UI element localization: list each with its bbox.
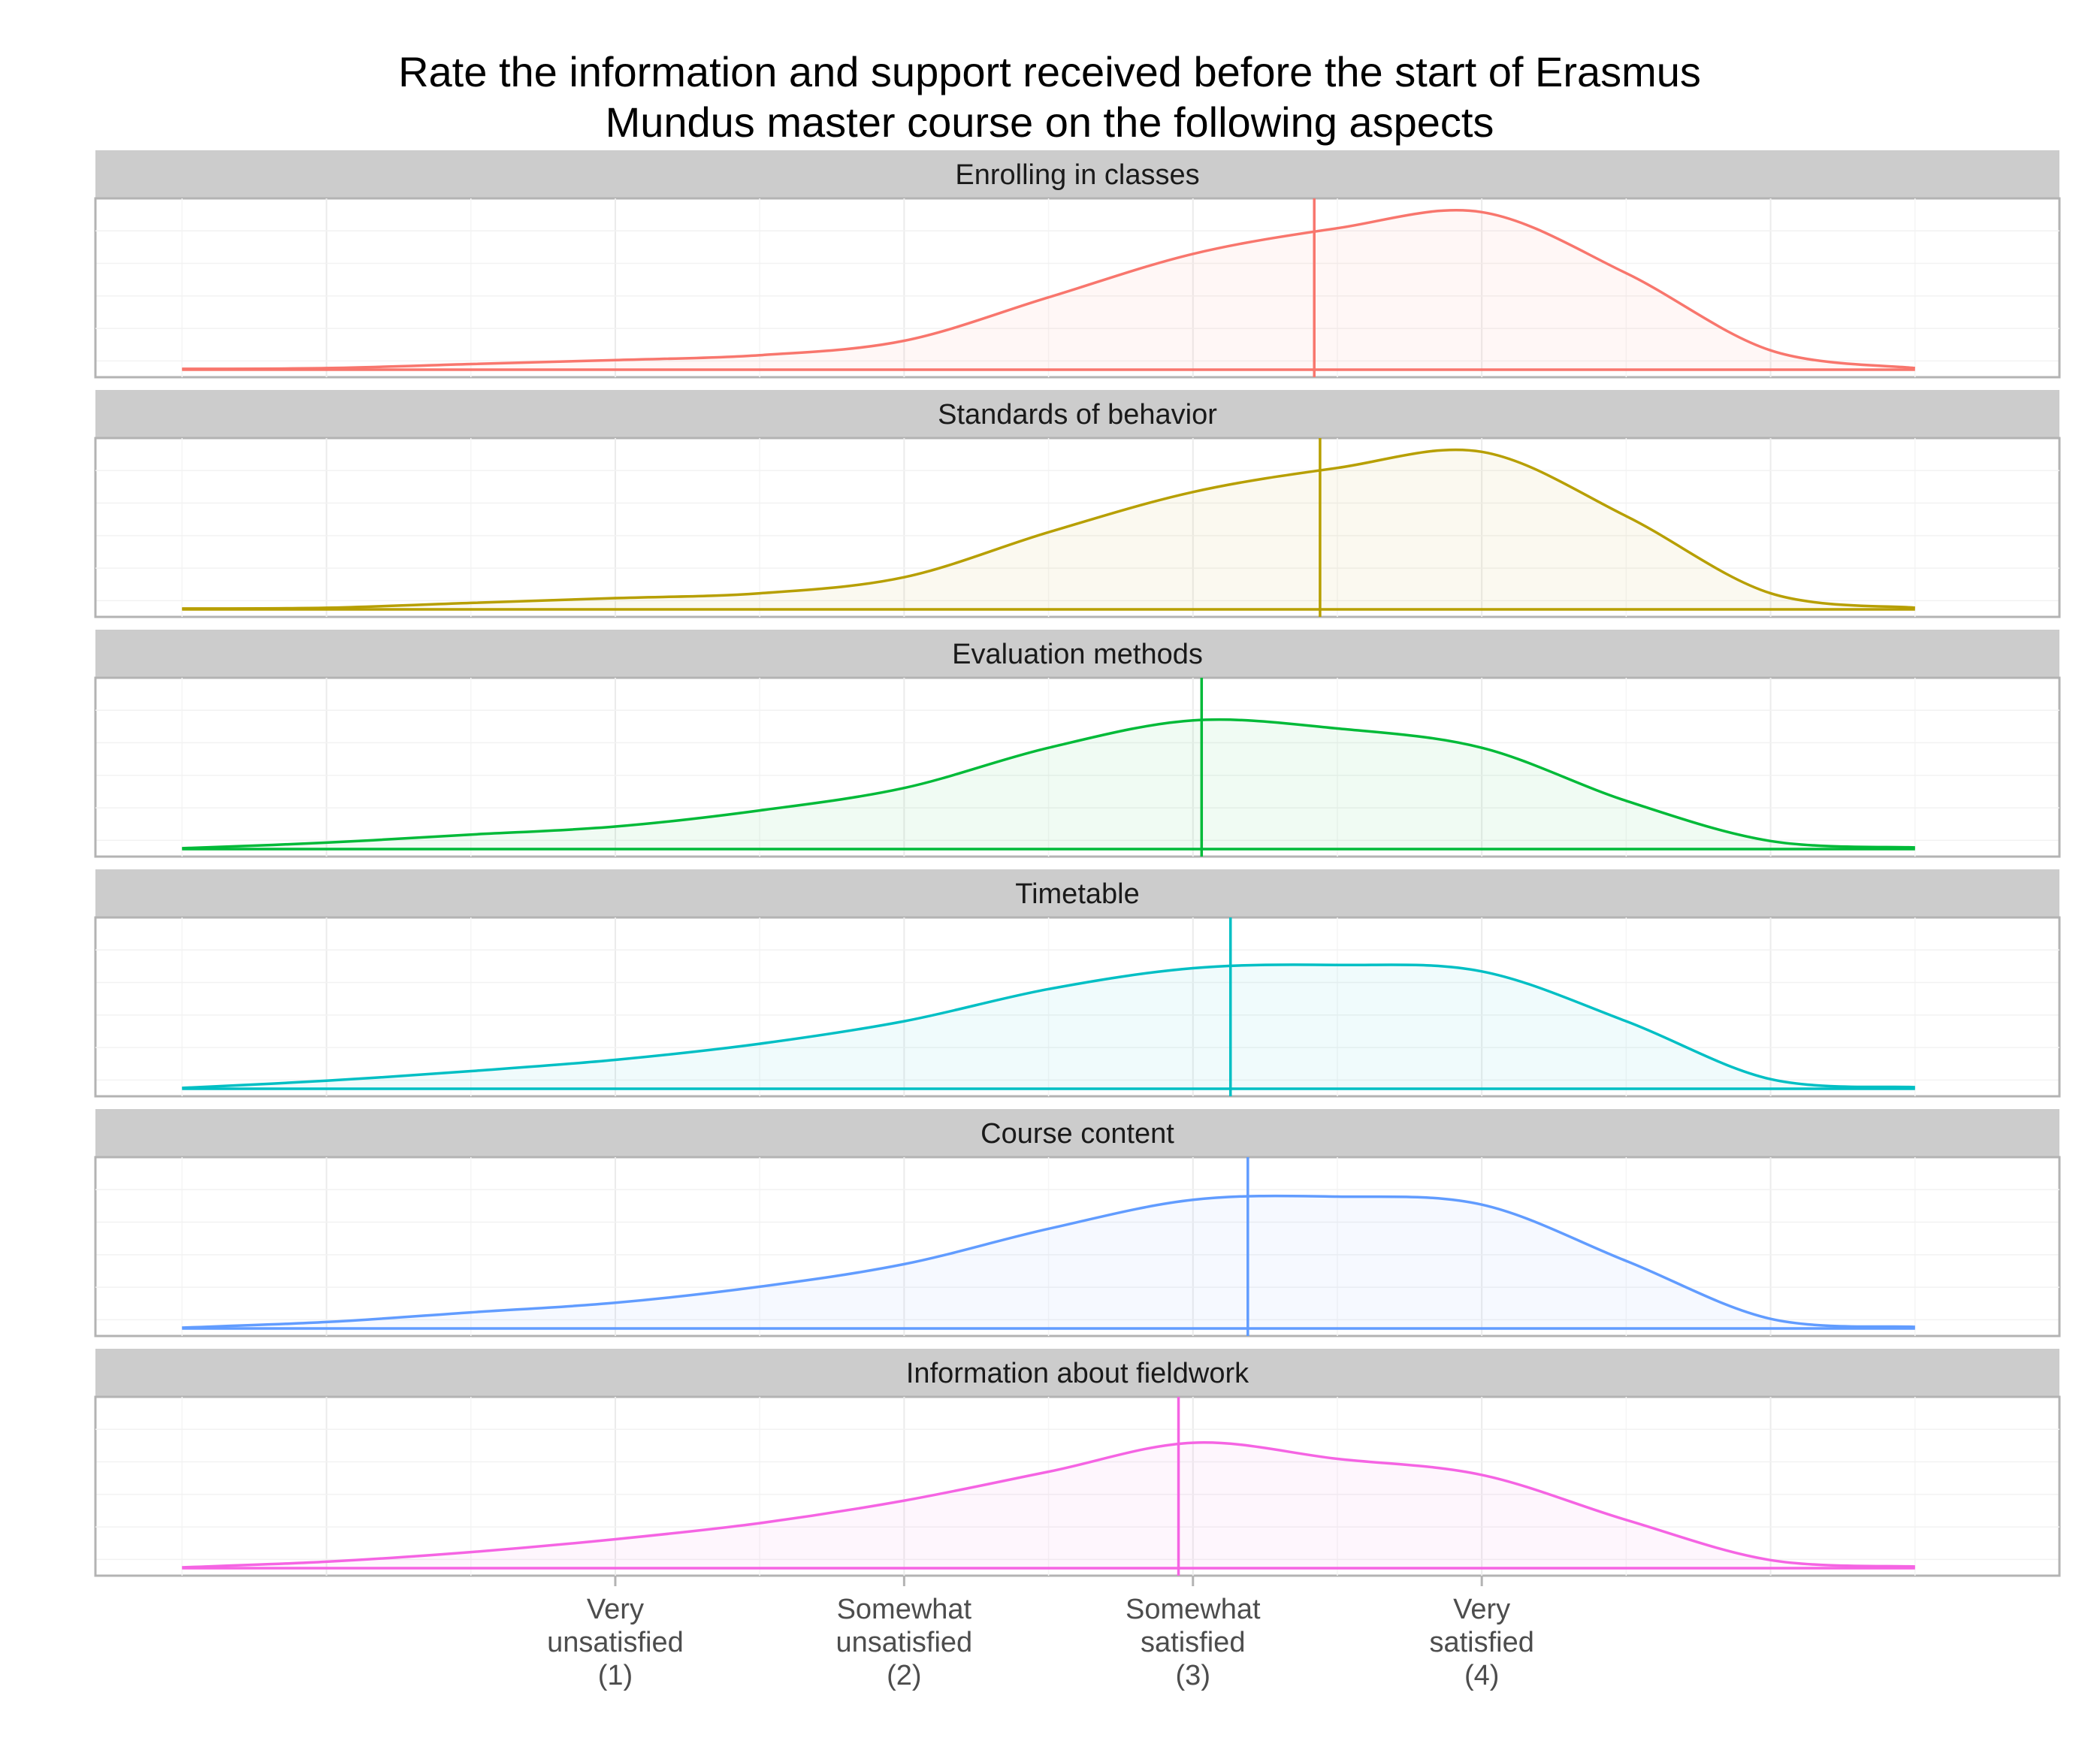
x-tick-label: Somewhat unsatisfied (2) (836, 1594, 973, 1691)
facet-strip-label: Course content (981, 1118, 1174, 1150)
facet-panel: Course content (94, 1109, 2061, 1337)
x-tick-label: Very unsatisfied (1) (547, 1594, 684, 1691)
x-tick-label-line: (1) (598, 1660, 633, 1691)
facet-strip-label: Information about fieldwork (906, 1358, 1249, 1389)
chart-title: Rate the information and support receive… (398, 48, 1701, 146)
facet-strip (95, 1109, 2059, 1157)
x-tick-label-line: Very (587, 1594, 644, 1625)
density-curve (182, 963, 1915, 1090)
facet-strip-label: Enrolling in classes (955, 159, 1199, 191)
density-curve (182, 448, 1915, 610)
facet-panel-background (94, 437, 2061, 618)
x-tick-label-line: unsatisfied (547, 1627, 684, 1658)
x-tick-label-line: Somewhat (1126, 1594, 1261, 1625)
density-curve (182, 1194, 1915, 1329)
chart-title-line-2: Mundus master course on the following as… (606, 98, 1494, 146)
facet-strip-label: Timetable (1015, 878, 1139, 910)
facet-panel: Timetable (94, 869, 2061, 1098)
facet-strip (95, 630, 2059, 678)
facet-panel: Standards of behavior (94, 390, 2061, 618)
facet-strip (95, 390, 2059, 438)
x-tick-label-line: (2) (887, 1660, 921, 1691)
x-tick-label-line: Very (1453, 1594, 1510, 1625)
density-curve (182, 718, 1915, 850)
density-area (182, 964, 1915, 1089)
x-tick-label-line: (3) (1176, 1660, 1210, 1691)
density-area (182, 1195, 1915, 1328)
x-tick-label: Somewhat satisfied (3) (1126, 1594, 1261, 1691)
chart-title-line-1: Rate the information and support receive… (398, 48, 1701, 95)
density-curve (182, 1441, 1915, 1569)
density-area (182, 210, 1915, 370)
x-tick-label-line: Somewhat (837, 1594, 972, 1625)
facet-strip-label: Standards of behavior (938, 399, 1217, 431)
facet-strip-label: Evaluation methods (952, 639, 1203, 670)
facet-panel: Evaluation methods (94, 630, 2061, 858)
x-tick-label-line: satisfied (1141, 1627, 1245, 1658)
x-tick-label-line: unsatisfied (836, 1627, 973, 1658)
density-curve (182, 209, 1916, 370)
facet-strip (95, 150, 2059, 198)
facet-panel-background (94, 1395, 2061, 1577)
x-tick-label-line: satisfied (1429, 1627, 1533, 1658)
density-area (182, 1442, 1915, 1568)
x-axis: Very unsatisfied (1)Somewhat unsatisfied (2)… (547, 1576, 1534, 1691)
facet-strip (95, 869, 2059, 917)
facet-panel: Enrolling in classes (94, 150, 2061, 379)
facet-panel: Information about fieldwork (94, 1349, 2061, 1577)
density-area (182, 719, 1915, 849)
x-tick-label-line: (4) (1464, 1660, 1499, 1691)
density-area (182, 449, 1915, 609)
facet-strip (95, 1349, 2059, 1397)
x-tick-label: Very satisfied (4) (1429, 1594, 1533, 1691)
facet-panels: Enrolling in classes Standards of behavio… (94, 150, 2061, 1577)
